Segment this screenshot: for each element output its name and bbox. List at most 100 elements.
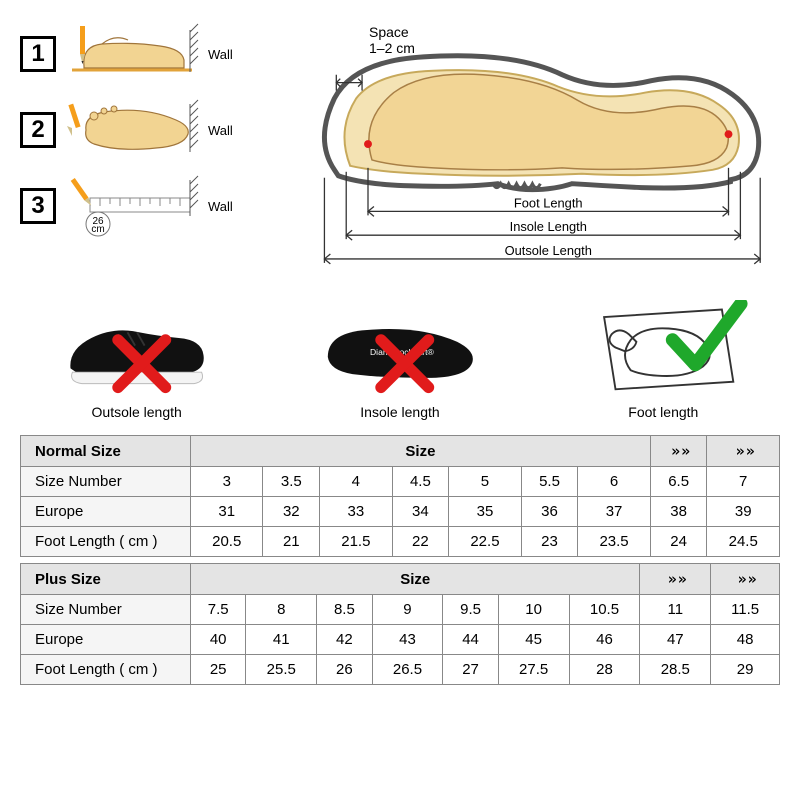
outsole-length-label: Outsole Length [505,243,592,258]
step-2-num: 2 [20,112,56,148]
shoe-svg: Foot Length Insole Length Outsole Length [265,20,780,280]
size-tables: Normal Size Size » » » » Size Number33.5… [20,435,780,685]
step-1-icon [64,22,204,86]
cell: 11.5 [711,595,780,625]
method-insole-label: Insole length [283,404,516,420]
table-plus-body: Size Number7.588.599.51010.51111.5Europe… [21,595,780,685]
method-insole: Diane Lockhart® Insole length [283,300,516,420]
chev-l-1: » » [671,442,686,460]
cell: 23 [521,527,578,557]
cell: 48 [711,625,780,655]
cell: 25 [191,655,246,685]
cell: 9.5 [443,595,498,625]
method-outsole-label: Outsole length [20,404,253,420]
cell: 4.5 [392,467,449,497]
cell: 27 [443,655,498,685]
cell: 26 [317,655,372,685]
method-footlength-label: Foot length [547,404,780,420]
foot-length-label: Foot Length [514,195,583,210]
step-3-icon: 26 cm [64,174,204,238]
cell: 9 [372,595,443,625]
cell: 46 [569,625,640,655]
row-header: Europe [21,497,191,527]
cell: 28 [569,655,640,685]
cell: 6 [578,467,650,497]
cell: 24 [650,527,707,557]
cell: 42 [317,625,372,655]
cell: 44 [443,625,498,655]
steps-column: 1 Wall [20,20,250,285]
step-2-row: 2 Wa [20,96,250,164]
chev-l-2: » » [668,570,683,588]
cell: 6.5 [650,467,707,497]
cell: 22 [392,527,449,557]
methods-row: Outsole length Diane Lockhart® Insole le… [20,300,780,420]
cell: 21.5 [320,527,392,557]
table-row: Foot Length ( cm )20.52121.52222.52323.5… [21,527,780,557]
cell: 41 [246,625,317,655]
cell: 27.5 [498,655,569,685]
table-plus-center: Size [191,564,640,595]
step-3-num: 3 [20,188,56,224]
top-section: 1 Wall [20,20,780,285]
wall-label-2: Wall [208,123,233,138]
row-header: Europe [21,625,191,655]
cell: 22.5 [449,527,521,557]
cell: 35 [449,497,521,527]
space-label: Space 1–2 cm [369,24,415,56]
step-1-row: 1 Wall [20,20,250,88]
cell: 8.5 [317,595,372,625]
table-plus-title: Plus Size [21,564,191,595]
table-plus: Plus Size Size » » » » Size Number7.588.… [20,563,780,685]
table-row: Size Number7.588.599.51010.51111.5 [21,595,780,625]
cell: 11 [640,595,711,625]
cell: 10.5 [569,595,640,625]
cell: 10 [498,595,569,625]
space-title: Space [369,24,409,40]
cell: 33 [320,497,392,527]
table-normal-center: Size [191,436,651,467]
cell: 28.5 [640,655,711,685]
table-normal: Normal Size Size » » » » Size Number33.5… [20,435,780,557]
cell: 3 [191,467,263,497]
cell: 4 [320,467,392,497]
chev-r-2: » » [738,570,753,588]
cell: 20.5 [191,527,263,557]
cell: 25.5 [246,655,317,685]
cell: 37 [578,497,650,527]
ruler-unit: cm [91,224,104,235]
cell: 7.5 [191,595,246,625]
cell: 34 [392,497,449,527]
step-3-row: 3 [20,172,250,240]
table-normal-body: Size Number33.544.555.566.57Europe313233… [21,467,780,557]
method-footlength: Foot length [547,300,780,420]
cell: 43 [372,625,443,655]
cell: 5 [449,467,521,497]
step-2-icon [64,98,204,162]
chev-r-1: » » [736,442,751,460]
table-row: Foot Length ( cm )2525.52626.52727.52828… [21,655,780,685]
table-normal-title: Normal Size [21,436,191,467]
row-header: Foot Length ( cm ) [21,655,191,685]
table-row: Size Number33.544.555.566.57 [21,467,780,497]
cell: 8 [246,595,317,625]
shoe-diagram: Space 1–2 cm [265,20,780,285]
step-1-num: 1 [20,36,56,72]
table-row: Europe313233343536373839 [21,497,780,527]
insole-length-label: Insole Length [510,219,587,234]
cell: 29 [711,655,780,685]
table-row: Europe404142434445464748 [21,625,780,655]
method-insole-icon: Diane Lockhart® [310,300,490,395]
wall-label-1: Wall [208,47,233,62]
cell: 36 [521,497,578,527]
cell: 24.5 [707,527,780,557]
row-header: Size Number [21,595,191,625]
cell: 39 [707,497,780,527]
wall-label-3: Wall [208,199,233,214]
cell: 32 [263,497,320,527]
row-header: Foot Length ( cm ) [21,527,191,557]
method-outsole: Outsole length [20,300,253,420]
cell: 23.5 [578,527,650,557]
cell: 31 [191,497,263,527]
cell: 21 [263,527,320,557]
